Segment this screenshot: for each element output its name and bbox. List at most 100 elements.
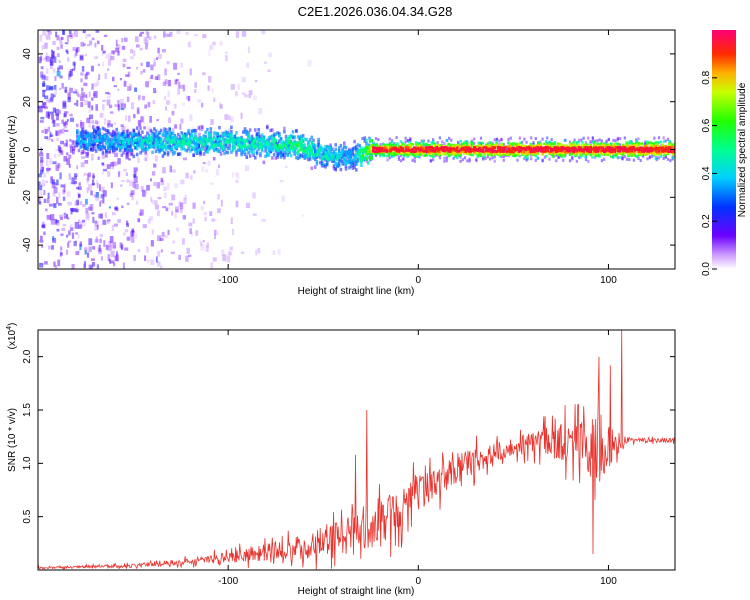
spectrogram-cell xyxy=(92,179,95,186)
spectrogram-cell xyxy=(174,79,178,85)
spectrogram-cell xyxy=(283,141,286,145)
spectrogram-cell xyxy=(388,137,391,141)
spectrogram-cell xyxy=(64,183,66,189)
spectrogram-cell xyxy=(66,214,68,218)
spectrogram-cell xyxy=(144,104,147,109)
spectrogram-cell xyxy=(53,94,56,98)
spectrogram-cell xyxy=(221,249,225,256)
spectrogram-cell xyxy=(389,142,392,145)
spectrogram-cell xyxy=(264,149,267,153)
spectrogram-cell xyxy=(109,236,114,243)
spectrogram-cell xyxy=(303,152,307,156)
spectrogram-cell xyxy=(129,192,133,197)
spectrogram-cell xyxy=(166,33,170,37)
spectrogram-cell xyxy=(288,140,291,145)
spectrogram-cell xyxy=(108,132,112,136)
spectrogram-cell xyxy=(574,149,577,152)
spectrogram-cell xyxy=(231,148,235,153)
spectrogram-cell xyxy=(507,141,510,145)
spectrogram-cell xyxy=(236,141,240,145)
spectrogram-cell xyxy=(358,157,361,161)
spectrogram-cell xyxy=(654,157,658,160)
spectrogram-cell xyxy=(514,145,517,148)
spectrogram-cell xyxy=(163,186,167,191)
spectrogram-cell xyxy=(467,150,471,153)
spectrogram-cell xyxy=(651,154,654,158)
spectrogram-cell xyxy=(243,142,247,146)
spectrogram-cell xyxy=(518,136,521,140)
spectrogram-cell xyxy=(85,198,88,205)
spectrogram-cell xyxy=(262,139,266,143)
spectrogram-cell xyxy=(568,159,572,163)
spectrogram-cell xyxy=(129,131,132,136)
spectrogram-cell xyxy=(284,165,288,168)
spectrogram-cell xyxy=(218,149,221,153)
spectrogram-cell xyxy=(625,149,628,153)
spectrogram-cell xyxy=(154,149,158,154)
spectrogram-cell xyxy=(476,155,480,158)
spectrogram-cell xyxy=(418,155,421,159)
spectrogram-cell xyxy=(610,150,613,153)
spectrogram-cell xyxy=(259,134,262,138)
spectrogram-cell xyxy=(44,95,49,100)
spectrogram-cell xyxy=(543,147,546,150)
spectrogram-cell xyxy=(408,146,411,150)
spectrogram-cell xyxy=(332,151,336,155)
snr-ytick-label: 0.5 xyxy=(22,509,33,523)
spectrogram-cell xyxy=(58,202,62,206)
spectrogram-cell xyxy=(176,30,181,34)
spectrogram-cell xyxy=(313,157,317,161)
spectrogram-cell xyxy=(615,142,618,145)
spectrogram-cell xyxy=(375,144,379,147)
spectrogram-cell xyxy=(262,160,266,165)
spectrogram-cell xyxy=(387,153,391,156)
spectrogram-cell xyxy=(385,144,389,147)
spectrogram-cell xyxy=(157,74,161,81)
spectrogram-cell xyxy=(46,85,50,91)
spectrogram-cell xyxy=(50,214,55,221)
spectrogram-cell xyxy=(353,157,356,162)
spectrogram-cell xyxy=(259,145,262,150)
spectrogram-cell xyxy=(224,114,229,120)
spectrogram-cell xyxy=(372,150,375,153)
spectrogram-cell xyxy=(267,148,271,152)
spectrogram-cell xyxy=(82,146,86,150)
spectrogram-cell xyxy=(126,179,130,183)
spectrogram-cell xyxy=(657,136,661,140)
spectrogram-cell xyxy=(216,138,219,142)
spectrogram-cell xyxy=(43,231,46,236)
spectrogram-cell xyxy=(319,148,322,152)
spectrogram-cell xyxy=(445,139,449,142)
spectrogram-cell xyxy=(248,128,252,132)
spectrogram-cell xyxy=(490,152,493,156)
spectrogram-cell xyxy=(150,240,154,247)
spectrogram-cell xyxy=(240,112,243,120)
spectrogram-cell xyxy=(204,143,207,147)
spectrogram-cell xyxy=(57,145,61,149)
spectrogram-cell xyxy=(365,157,368,161)
spectrogram-cell xyxy=(50,219,54,225)
spectrogram-cell xyxy=(151,145,154,149)
spectrogram-cell xyxy=(158,145,161,150)
spectrogram-cell xyxy=(106,129,110,133)
spectrogram-cell xyxy=(59,217,63,220)
spectrogram-cell xyxy=(503,151,507,154)
spectrogram-cell xyxy=(281,140,284,144)
spectrogram-cell xyxy=(587,150,591,153)
spectrogram-cell xyxy=(219,134,223,138)
spectrogram-cell xyxy=(208,50,211,57)
spectrogram-cell xyxy=(356,143,360,147)
spectrogram-cell xyxy=(67,57,70,62)
spectrogram-cell xyxy=(157,197,162,200)
spectrogram-cell xyxy=(432,155,435,158)
spectrogram-cell xyxy=(44,76,49,81)
spectrogram-cell xyxy=(616,146,620,150)
spectrogram-cell xyxy=(120,135,124,140)
spectrogram-cell xyxy=(185,31,190,35)
spectrogram-cell xyxy=(127,138,130,142)
spectrogram-cell xyxy=(194,82,197,88)
spectrogram-cell xyxy=(202,162,206,165)
spectrogram-cell xyxy=(319,144,322,148)
spectrogram-cell xyxy=(38,173,42,178)
spectrogram-cell xyxy=(147,136,151,140)
